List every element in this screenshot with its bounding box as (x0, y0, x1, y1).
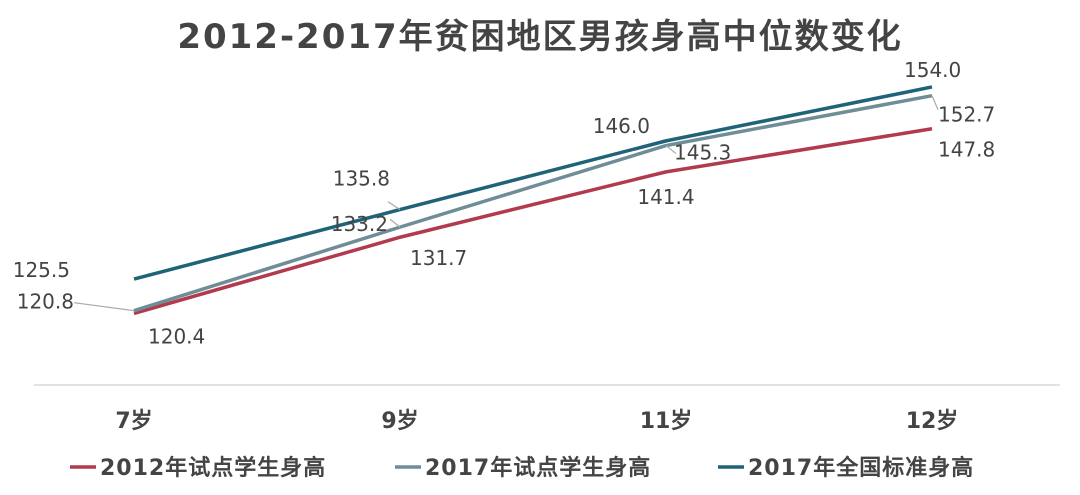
legend: 2012年试点学生身高 2017年试点学生身高 2017年全国标准身高 (70, 455, 974, 481)
leader-line (931, 95, 939, 110)
x-tick-layer: 7岁 9岁 11岁 12岁 (115, 408, 958, 434)
leader-line (389, 218, 401, 228)
series-line-1 (133, 127, 933, 316)
legend-label-1: 2012年试点学生身高 (100, 455, 326, 481)
data-label: 147.8 (938, 138, 995, 162)
data-label: 141.4 (637, 185, 694, 209)
chart-title: 2012-2017年贫困地区男孩身高中位数变化 (177, 17, 902, 57)
data-label: 125.5 (13, 258, 70, 282)
leader-line (387, 201, 401, 211)
data-label: 135.8 (333, 167, 390, 191)
leader-layer (73, 95, 939, 312)
data-label: 154.0 (904, 58, 961, 82)
legend-label-3: 2017年全国标准身高 (748, 455, 974, 481)
series-line-2 (133, 93, 933, 313)
data-label: 145.3 (674, 141, 731, 165)
data-label: 152.7 (938, 103, 995, 127)
data-label: 133.2 (331, 212, 388, 236)
x-tick-label: 12岁 (906, 408, 959, 434)
x-tick-label: 7岁 (115, 408, 152, 434)
series-layer (133, 85, 933, 316)
data-label: 146.0 (593, 114, 650, 138)
leader-line (73, 302, 135, 312)
data-label-layer: 120.4 131.7 141.4 147.8 120.8 133.2 145.3 152.7… (13, 58, 996, 348)
x-tick-label: 11岁 (640, 408, 693, 434)
data-label: 131.7 (410, 246, 467, 270)
legend-label-2: 2017年试点学生身高 (425, 455, 651, 481)
data-label: 120.4 (148, 324, 205, 348)
leader-line (665, 145, 677, 155)
series-line-3 (133, 85, 933, 281)
data-label: 120.8 (17, 290, 74, 314)
x-tick-label: 9岁 (381, 408, 418, 434)
